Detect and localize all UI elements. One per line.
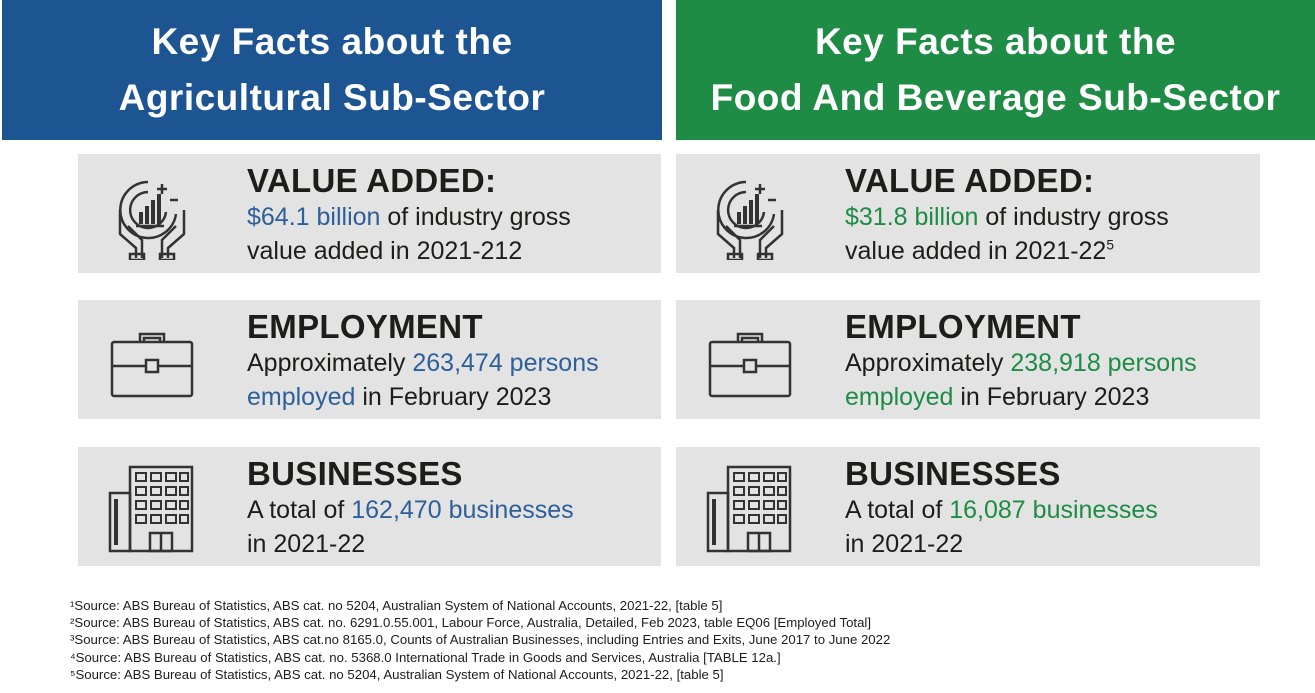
food-beverage-header: Key Facts about the Food And Beverage Su… xyxy=(676,0,1315,140)
footnote-2: ²Source: ABS Bureau of Statistics, ABS c… xyxy=(70,615,872,631)
header-title-line2: Food And Beverage Sub-Sector xyxy=(710,77,1281,118)
employment-heading: EMPLOYMENT xyxy=(247,308,483,345)
businesses-count: 162,470 businesses xyxy=(351,496,574,524)
building-icon xyxy=(108,465,194,553)
businesses-heading: BUSINESSES xyxy=(247,455,463,492)
footnotes: ¹Source: ABS Bureau of Statistics, ABS c… xyxy=(70,597,890,683)
briefcase-icon xyxy=(708,332,792,398)
employment-prefix: Approximately xyxy=(247,349,413,377)
briefcase-icon xyxy=(110,332,194,398)
employment-card-left: EMPLOYMENT Approximately 263,474 persons… xyxy=(78,300,661,419)
businesses-card-left: BUSINESSES A total of 162,470 businesses… xyxy=(78,447,661,566)
value-added-text: of industry gross xyxy=(380,203,571,231)
value-added-heading: VALUE ADDED: xyxy=(845,162,1095,199)
businesses-prefix: A total of xyxy=(845,496,950,524)
agricultural-header: Key Facts about the Agricultural Sub-Sec… xyxy=(2,0,662,140)
employment-period: in February 2023 xyxy=(355,383,552,411)
businesses-prefix: A total of xyxy=(247,496,352,524)
header-title-line1: Key Facts about the xyxy=(814,21,1177,62)
value-added-card-left: VALUE ADDED: $64.1 billion of industry g… xyxy=(78,154,661,273)
employment-heading: EMPLOYMENT xyxy=(845,308,1081,345)
header-title-line1: Key Facts about the xyxy=(151,21,513,62)
businesses-period: in 2021-22 xyxy=(247,530,366,558)
employment-count: 263,474 persons xyxy=(412,349,599,377)
hands-chart-icon xyxy=(118,180,186,260)
header-title-line2: Agricultural Sub-Sector xyxy=(118,77,546,118)
value-added-period: value added in 2021-212 xyxy=(247,237,523,265)
footnote-ref: 5 xyxy=(1106,237,1114,253)
employment-count: 238,918 persons xyxy=(1010,349,1197,377)
value-added-amount: $64.1 billion xyxy=(247,203,381,231)
value-added-period: value added in 2021-22 xyxy=(845,237,1107,265)
value-added-text: of industry gross xyxy=(978,203,1169,231)
employment-label: employed xyxy=(247,383,356,411)
employment-period: in February 2023 xyxy=(953,383,1150,411)
footnote-3: ³Source: ABS Bureau of Statistics, ABS c… xyxy=(70,632,891,648)
employment-card-right: EMPLOYMENT Approximately 238,918 persons… xyxy=(676,300,1260,419)
footnote-4: ⁴Source: ABS Bureau of Statistics, ABS c… xyxy=(70,649,781,665)
businesses-count: 16,087 businesses xyxy=(949,496,1158,524)
employment-prefix: Approximately xyxy=(845,349,1011,377)
value-added-heading: VALUE ADDED: xyxy=(247,162,497,199)
value-added-card-right: VALUE ADDED: $31.8 billion of industry g… xyxy=(676,154,1260,273)
hands-chart-icon xyxy=(716,180,784,260)
businesses-card-right: BUSINESSES A total of 16,087 businesses … xyxy=(676,447,1260,566)
businesses-heading: BUSINESSES xyxy=(845,455,1061,492)
building-icon xyxy=(706,465,792,553)
footnote-1: ¹Source: ABS Bureau of Statistics, ABS c… xyxy=(70,598,723,613)
value-added-amount: $31.8 billion xyxy=(845,203,979,231)
employment-label: employed xyxy=(845,383,954,411)
footnote-5: ⁵Source: ABS Bureau of Statistics, ABS c… xyxy=(70,666,724,682)
businesses-period: in 2021-22 xyxy=(845,530,964,558)
